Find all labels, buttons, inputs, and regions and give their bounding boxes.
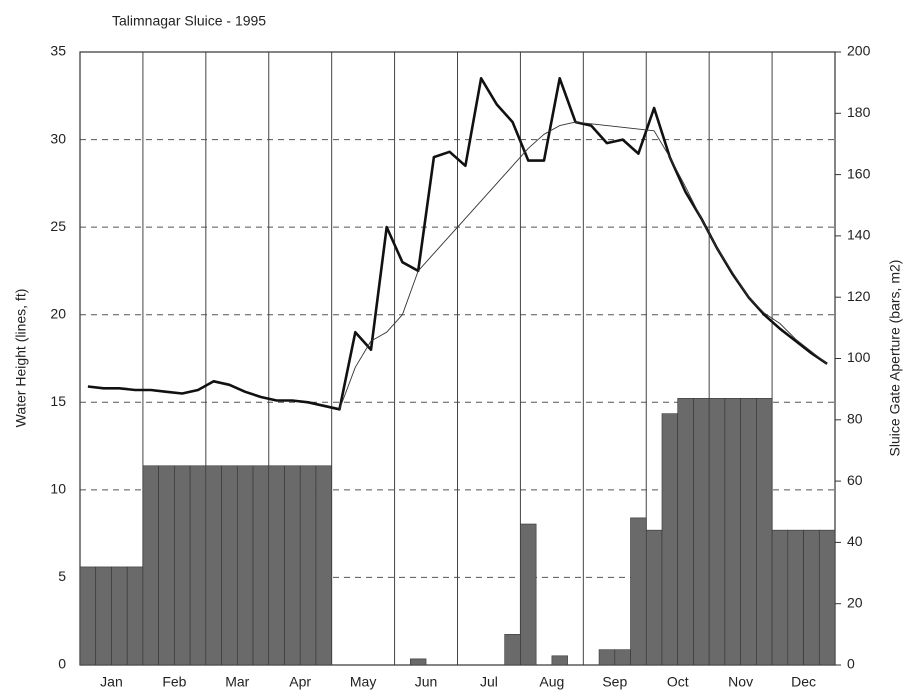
bar: [79, 566, 97, 666]
bar: [803, 529, 820, 666]
bar: [614, 649, 631, 666]
bar: [236, 465, 254, 666]
y2-tick-label: 20: [847, 594, 863, 610]
x-tick-label: Mar: [225, 674, 249, 690]
bar: [221, 465, 238, 666]
bar: [142, 465, 159, 666]
y2-tick-label: 100: [847, 349, 871, 365]
bar: [174, 465, 191, 666]
y-tick-label: 15: [50, 393, 66, 409]
bar: [189, 465, 207, 666]
y2-tick-label: 60: [847, 472, 863, 488]
y2-tick-label: 40: [847, 533, 863, 549]
x-tick-label: Nov: [728, 674, 753, 690]
x-tick-label: Oct: [667, 674, 689, 690]
bar: [787, 529, 804, 666]
bar: [315, 465, 332, 666]
bar: [410, 658, 427, 666]
line: [339, 121, 828, 410]
chart-title: Talimnagar Sluice - 1995: [112, 13, 266, 29]
plot-frame: [79, 51, 836, 666]
bar: [158, 465, 175, 666]
bar: [708, 398, 726, 666]
x-tick-label: Dec: [791, 674, 816, 690]
bar: [268, 465, 285, 666]
x-tick-label: May: [350, 674, 376, 690]
bar: [598, 649, 616, 666]
y-tick-label: 25: [50, 218, 66, 234]
bar: [95, 566, 112, 666]
bar: [724, 398, 741, 666]
y-tick-label: 30: [50, 130, 66, 146]
bar: [111, 566, 128, 666]
bar: [771, 529, 789, 666]
x-tick-label: Aug: [539, 674, 564, 690]
bar: [677, 398, 694, 666]
x-tick-label: Sep: [602, 674, 627, 690]
y2-tick-label: 0: [847, 656, 855, 672]
x-tick-label: Feb: [162, 674, 186, 690]
y2-tick-label: 120: [847, 288, 871, 304]
y2-tick-label: 200: [847, 43, 871, 59]
bar: [504, 634, 521, 666]
x-tick-label: Apr: [289, 674, 311, 690]
y-tick-label: 35: [50, 43, 66, 59]
y-tick-label: 10: [50, 481, 66, 497]
y2-tick-label: 180: [847, 104, 871, 120]
y-tick-label: 20: [50, 305, 66, 321]
bar: [740, 398, 757, 666]
y2-tick-label: 140: [847, 227, 871, 243]
x-tick-label: Jan: [100, 674, 123, 690]
bar: [551, 655, 568, 666]
y2-tick-label: 80: [847, 411, 863, 427]
bar: [299, 465, 317, 666]
bar: [818, 529, 836, 666]
bar: [205, 465, 222, 666]
bar: [520, 523, 537, 666]
bar: [126, 566, 144, 666]
bar: [284, 465, 301, 666]
x-tick-label: Jun: [415, 674, 438, 690]
y-axis-label: Water Height (lines, ft): [13, 289, 29, 428]
bar: [645, 529, 663, 666]
bar: [693, 398, 710, 666]
y2-tick-label: 160: [847, 165, 871, 181]
x-tick-label: Jul: [480, 674, 498, 690]
bar: [630, 517, 647, 666]
y2-axis-label: Sluice Gate Aperture (bars, m2): [887, 260, 903, 457]
y-tick-label: 5: [58, 568, 66, 584]
bar: [661, 413, 679, 666]
bar: [756, 398, 773, 666]
y-tick-label: 0: [58, 656, 66, 672]
bar: [252, 465, 270, 666]
